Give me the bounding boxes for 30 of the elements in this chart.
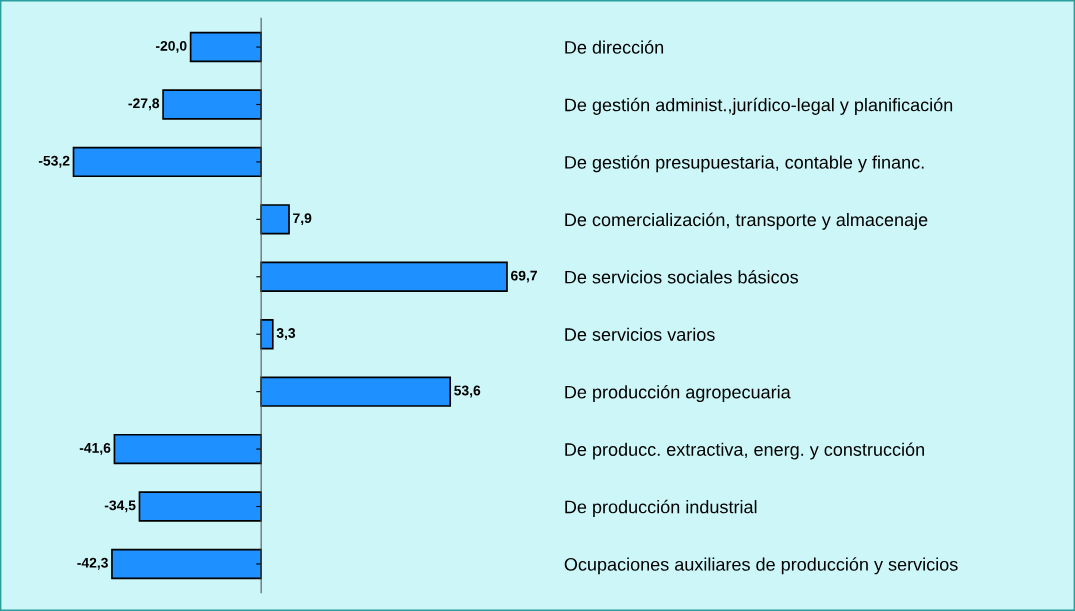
y-tick-label: De servicios sociales básicos: [565, 270, 799, 284]
data-label: 3,3: [276, 328, 296, 340]
data-label: -53,2: [38, 155, 70, 168]
y-tick-label: De producción agropecuaria: [565, 385, 791, 403]
y-tick-label: De producción industrial: [565, 499, 757, 517]
data-label: -34,5: [104, 500, 136, 513]
data-label: 53,6: [454, 385, 481, 398]
y-tick-label: De gestión presupuestaria, contable y financ.: [565, 155, 924, 173]
bar: [72, 146, 262, 178]
bar: [260, 204, 290, 235]
bar: [113, 433, 262, 465]
bar: [260, 261, 508, 292]
y-tick-label: De comercialización, transporte y almacenaje: [565, 212, 928, 230]
bar: [111, 548, 262, 580]
data-label: -42,3: [77, 557, 108, 570]
y-tick-label: De producc. extractiva, energ. y construcción: [565, 442, 924, 460]
bar: [162, 89, 262, 120]
data-label: -27,8: [128, 98, 160, 111]
y-tick-label: Ocupaciones auxiliares de producción y servicios: [564, 557, 958, 575]
bar: [260, 319, 274, 350]
bar: [138, 491, 262, 522]
y-tick-label: De servicios varios: [565, 327, 715, 341]
y-tick-label: De dirección: [565, 40, 664, 54]
bar: [260, 376, 452, 407]
bar: [189, 31, 262, 63]
y-tick-label: De gestión administ.,jurídico-legal y planificación: [565, 97, 953, 115]
data-label: 7,9: [293, 213, 312, 226]
data-label: -41,6: [79, 442, 111, 455]
data-label: 69,7: [511, 270, 537, 283]
data-label: -20,0: [155, 40, 187, 53]
